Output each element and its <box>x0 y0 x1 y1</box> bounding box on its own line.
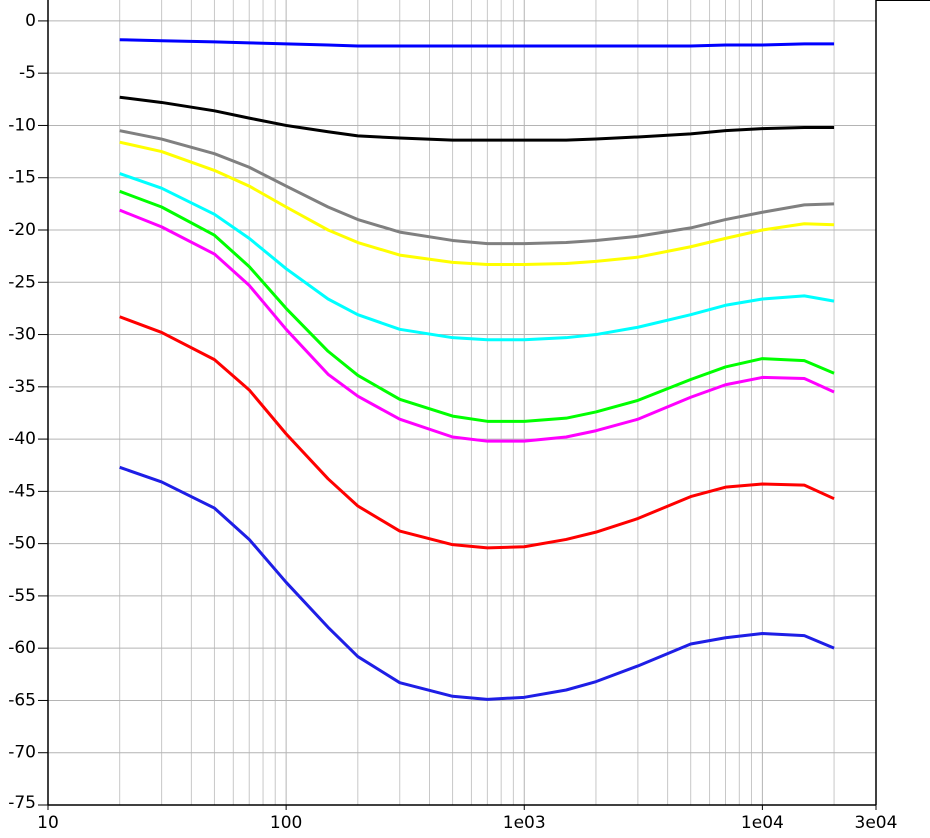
series-line <box>119 129 835 246</box>
series-line <box>119 189 835 423</box>
y-tick-label: -75 <box>8 793 36 813</box>
x-tick-label: 3e04 <box>855 813 898 833</box>
y-tick-label: -20 <box>8 220 36 240</box>
x-tick-label: 1e03 <box>503 813 546 833</box>
y-tick-label: -70 <box>8 743 36 763</box>
x-tick-label: 1e04 <box>741 813 784 833</box>
y-tick-label: -65 <box>8 690 36 710</box>
series-line <box>119 465 835 701</box>
y-tick-label: -60 <box>8 638 36 658</box>
series-line <box>119 38 835 48</box>
grid <box>47 0 877 806</box>
y-tick-label: -10 <box>8 115 36 135</box>
y-tick-label: -55 <box>8 586 36 606</box>
series-line <box>119 140 835 266</box>
y-tick-label: -30 <box>8 325 36 345</box>
y-tick-label: 0 <box>25 11 36 31</box>
axes: 10 100 1e03 1e04 3e04 0 -5 -10 -15 -20 -25 -30 -35 -4… <box>8 0 930 833</box>
x-tick-label: 10 <box>37 813 59 833</box>
series-line <box>119 95 835 142</box>
series-line <box>119 315 835 550</box>
y-tick-label: -5 <box>19 63 36 83</box>
y-tick-label: -35 <box>8 377 36 397</box>
series-line <box>119 172 835 342</box>
y-tick-label: -25 <box>8 272 36 292</box>
y-tick-label: -15 <box>8 168 36 188</box>
y-tick-label: -50 <box>8 534 36 554</box>
y-tick-label: -45 <box>8 481 36 501</box>
series-line <box>119 208 835 443</box>
x-tick-label: 100 <box>270 813 302 833</box>
y-tick-label: -40 <box>8 429 36 449</box>
lines <box>119 38 835 701</box>
